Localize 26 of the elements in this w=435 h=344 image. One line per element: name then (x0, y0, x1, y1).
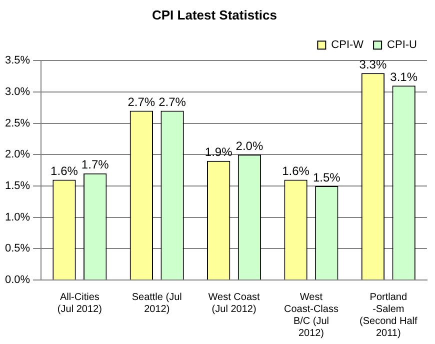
legend-label: CPI-W (331, 39, 364, 52)
chart-title: CPI Latest Statistics (152, 7, 277, 22)
y-tick-label: 0.5% (4, 242, 30, 255)
y-tick-label: 1.0% (4, 211, 30, 224)
y-tick-label: 0.0% (4, 274, 30, 286)
y-tick-label: 2.0% (4, 148, 30, 161)
data-label: 2.7% (158, 95, 186, 110)
data-label: 1.6% (282, 164, 310, 178)
data-label: 2.0% (236, 138, 264, 153)
data-label: 1.5% (312, 170, 341, 184)
y-tick-label: 3.0% (4, 86, 30, 98)
x-tick-label: All-Cities (Jul 2012) (57, 292, 102, 315)
x-tick-label: Portland -Salem (Second Half 2011) (360, 292, 418, 339)
data-label: 1.9% (204, 145, 233, 160)
data-label: 2.7% (128, 95, 156, 110)
legend-label: CPI-U (387, 39, 418, 52)
y-tick-label: 1.5% (4, 180, 30, 192)
y-tick-label: 3.5% (4, 54, 30, 67)
x-tick-label: West Coast (Jul 2012) (208, 292, 260, 315)
x-tick-label: West Coast-Class B/C (Jul 2012) (284, 292, 338, 339)
y-tick-label: 2.5% (4, 117, 30, 130)
data-label: 3.1% (390, 70, 418, 84)
x-tick-label: Seattle (Jul 2012) (132, 292, 182, 315)
data-label: 3.3% (359, 57, 387, 72)
data-label: 1.6% (50, 164, 78, 178)
data-label: 1.7% (81, 158, 110, 172)
